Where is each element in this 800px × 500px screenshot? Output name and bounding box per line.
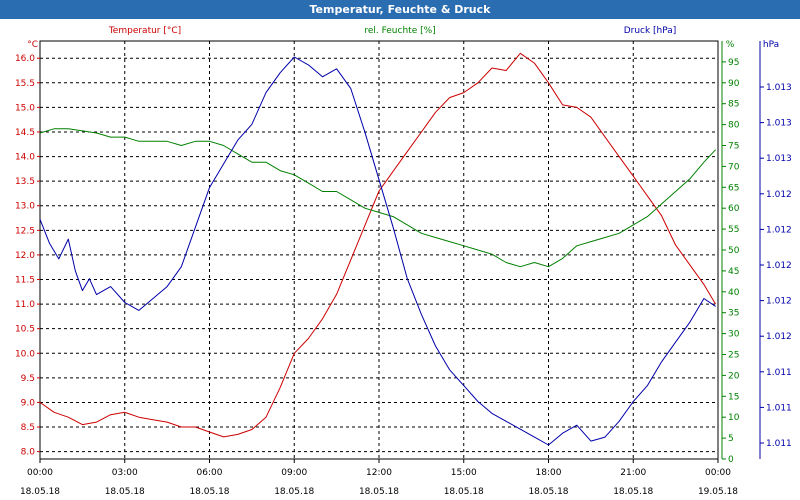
x-tick-time: 00:00 [705, 468, 731, 478]
pressure-tick-label: 1.012 [766, 261, 792, 271]
left-tick-label: 8.5 [21, 423, 35, 433]
x-tick-date: 18.05.18 [189, 487, 229, 497]
humidity-tick-label: 15 [728, 392, 739, 402]
x-tick-time: 00:00 [27, 468, 53, 478]
right1-axis-unit: % [726, 40, 735, 50]
left-tick-label: 12.0 [15, 251, 35, 261]
humidity-tick-label: 50 [728, 246, 740, 256]
pressure-tick-label: 1.012 [766, 225, 792, 235]
humidity-tick-label: 80 [728, 121, 740, 131]
x-tick-date: 18.05.18 [105, 487, 145, 497]
x-tick-date: 18.05.18 [613, 487, 653, 497]
left-tick-label: 10.5 [15, 325, 35, 335]
pressure-tick-label: 1.011 [766, 403, 792, 413]
x-tick-date: 18.05.18 [274, 487, 314, 497]
left-tick-label: 13.0 [15, 202, 35, 212]
humidity-tick-label: 60 [728, 204, 740, 214]
humidity-tick-label: 65 [728, 183, 739, 193]
temperature-line [39, 52, 717, 438]
left-tick-label: 10.0 [15, 349, 35, 359]
pressure-tick-label: 1.013 [766, 154, 792, 164]
right2-axis-unit: hPa [763, 40, 779, 50]
left-tick-label: 14.0 [15, 153, 35, 163]
humidity-tick-label: 10 [728, 413, 740, 423]
left-tick-label: 16.0 [15, 54, 35, 64]
header-pressure: Druck [hPa] [624, 26, 677, 36]
x-tick-time: 12:00 [366, 468, 392, 478]
humidity-tick-label: 20 [728, 371, 740, 381]
pressure-line [39, 56, 716, 446]
x-tick-date: 18.05.18 [528, 487, 568, 497]
x-tick-time: 18:00 [536, 468, 562, 478]
x-tick-time: 03:00 [112, 468, 138, 478]
x-tick-time: 15:00 [451, 468, 477, 478]
pressure-tick-label: 1.012 [766, 297, 792, 307]
humidity-tick-label: 5 [728, 434, 734, 444]
humidity-tick-label: 70 [728, 162, 740, 172]
pressure-tick-label: 1.011 [766, 368, 792, 378]
x-tick-time: 09:00 [281, 468, 307, 478]
left-tick-label: 11.5 [15, 276, 35, 286]
left-tick-label: 12.5 [15, 226, 35, 236]
line-chart: °C Temperatur [°C] rel. Feuchte [%] Druc… [15, 26, 792, 497]
left-tick-label: 9.0 [21, 398, 36, 408]
x-tick-date: 18.05.18 [20, 487, 60, 497]
humidity-tick-label: 25 [728, 351, 739, 361]
left-tick-label: 8.0 [21, 448, 36, 458]
x-tick-time: 06:00 [197, 468, 223, 478]
header-humidity: rel. Feuchte [%] [364, 26, 435, 36]
pressure-tick-label: 1.012 [766, 190, 792, 200]
humidity-tick-label: 35 [728, 309, 739, 319]
header-temperature: Temperatur [°C] [108, 26, 181, 36]
humidity-tick-label: 55 [728, 225, 739, 235]
left-tick-label: 13.5 [15, 177, 35, 187]
window-title: Temperatur, Feuchte & Druck [0, 0, 800, 19]
humidity-tick-label: 85 [728, 100, 739, 110]
humidity-tick-label: 75 [728, 142, 739, 152]
pressure-tick-label: 1.013 [766, 83, 792, 93]
grid-lines [39, 41, 719, 459]
left-axis-unit: °C [27, 40, 38, 50]
humidity-tick-label: 45 [728, 267, 739, 277]
x-tick-date: 18.05.18 [359, 487, 399, 497]
humidity-tick-label: 40 [728, 288, 740, 298]
left-tick-label: 15.5 [15, 79, 35, 89]
x-tick-date: 18.05.18 [444, 487, 484, 497]
x-tick-time: 21:00 [620, 468, 646, 478]
x-tick-date: 19.05.18 [698, 487, 738, 497]
humidity-tick-label: 95 [728, 58, 739, 68]
pressure-tick-label: 1.012 [766, 332, 792, 342]
left-tick-label: 9.5 [21, 374, 35, 384]
left-tick-label: 15.0 [15, 103, 35, 113]
humidity-tick-label: 0 [728, 455, 734, 465]
humidity-line [39, 128, 716, 268]
pressure-tick-label: 1.013 [766, 119, 792, 129]
pressure-tick-label: 1.011 [766, 439, 792, 449]
humidity-tick-label: 30 [728, 330, 740, 340]
left-tick-label: 14.5 [15, 128, 35, 138]
humidity-tick-label: 90 [728, 79, 740, 89]
left-tick-label: 11.0 [15, 300, 35, 310]
